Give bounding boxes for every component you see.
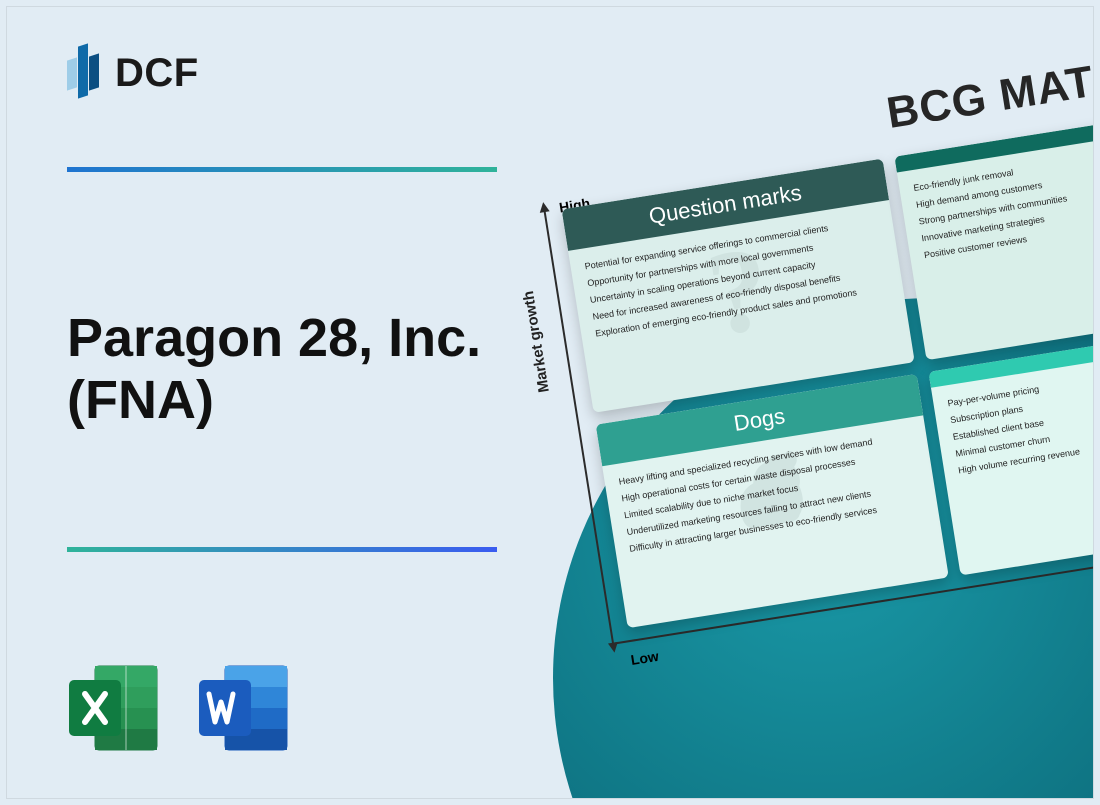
excel-icon xyxy=(65,658,165,758)
slide-frame: DCF Paragon 28, Inc. (FNA) xyxy=(6,6,1094,799)
matrix-grid: Question marks ? Potential for expanding… xyxy=(562,106,1094,628)
page-title: Paragon 28, Inc. (FNA) xyxy=(67,307,527,431)
title-line-1: Paragon 28, Inc. xyxy=(67,308,481,368)
bcg-matrix-illustration: BCG MATRIX Market growth High Low Market… xyxy=(495,45,1094,691)
logo-text: DCF xyxy=(115,51,199,96)
quadrant-cash-cows: Pay-per-volume pricing Subscription plan… xyxy=(928,321,1094,575)
quadrant-dogs: Dogs Heavy lifting and specialized recyc… xyxy=(596,374,949,628)
quadrant-question-marks: Question marks ? Potential for expanding… xyxy=(562,159,915,413)
axis-low-label: Low xyxy=(630,648,660,668)
app-icons-row xyxy=(65,658,295,758)
divider-top xyxy=(67,167,497,172)
matrix-title: BCG MATRIX xyxy=(883,45,1094,139)
logo-bars-icon xyxy=(67,45,103,101)
divider-bottom xyxy=(67,547,497,552)
word-icon xyxy=(195,658,295,758)
title-line-2: (FNA) xyxy=(67,370,214,430)
quadrant-stars: Eco-friendly junk removal High demand am… xyxy=(894,106,1094,360)
brand-logo: DCF xyxy=(67,45,199,101)
